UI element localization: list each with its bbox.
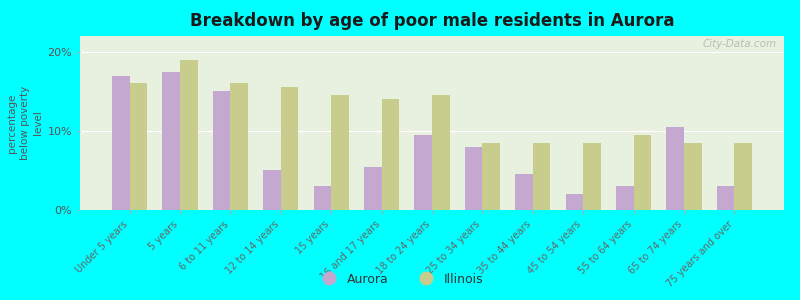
Bar	[130, 83, 147, 210]
Bar	[634, 135, 651, 210]
Bar	[263, 170, 281, 210]
Bar	[482, 143, 500, 210]
Bar	[112, 76, 130, 210]
Bar	[717, 186, 734, 210]
Bar	[382, 99, 399, 210]
Bar	[666, 127, 684, 210]
Bar	[566, 194, 583, 210]
Text: City-Data.com: City-Data.com	[703, 40, 777, 50]
Bar	[432, 95, 450, 210]
Bar	[281, 87, 298, 210]
Bar	[213, 92, 230, 210]
Legend: Aurora, Illinois: Aurora, Illinois	[312, 268, 488, 291]
Bar	[583, 143, 601, 210]
Bar	[314, 186, 331, 210]
Title: Breakdown by age of poor male residents in Aurora: Breakdown by age of poor male residents …	[190, 12, 674, 30]
Bar	[180, 60, 198, 210]
Bar	[331, 95, 349, 210]
Bar	[162, 72, 180, 210]
Bar	[515, 174, 533, 210]
Bar	[364, 167, 382, 210]
Bar	[734, 143, 752, 210]
Bar	[616, 186, 634, 210]
Bar	[533, 143, 550, 210]
Bar	[465, 147, 482, 210]
Bar	[414, 135, 432, 210]
Bar	[230, 83, 248, 210]
Y-axis label: percentage
below poverty
level: percentage below poverty level	[7, 86, 43, 160]
Bar	[684, 143, 702, 210]
